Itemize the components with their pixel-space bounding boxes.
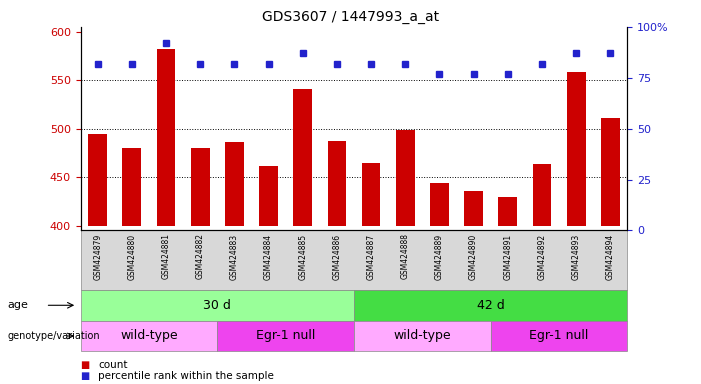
Text: ■: ■ xyxy=(81,360,90,370)
Text: GSM424894: GSM424894 xyxy=(606,233,615,280)
Text: GSM424891: GSM424891 xyxy=(503,233,512,280)
Bar xyxy=(225,142,244,225)
Text: Egr-1 null: Egr-1 null xyxy=(256,329,315,343)
Text: ■: ■ xyxy=(81,371,90,381)
Text: GSM424892: GSM424892 xyxy=(538,233,547,280)
Text: wild-type: wild-type xyxy=(120,329,178,343)
Text: GSM424887: GSM424887 xyxy=(367,233,376,280)
Text: GDS3607 / 1447993_a_at: GDS3607 / 1447993_a_at xyxy=(262,10,439,23)
Text: GSM424884: GSM424884 xyxy=(264,233,273,280)
Bar xyxy=(396,130,415,225)
Bar xyxy=(123,148,142,225)
Bar xyxy=(362,162,381,225)
Text: count: count xyxy=(98,360,128,370)
Text: Egr-1 null: Egr-1 null xyxy=(529,329,589,343)
Text: GSM424880: GSM424880 xyxy=(128,233,137,280)
Text: genotype/variation: genotype/variation xyxy=(7,331,100,341)
Text: age: age xyxy=(7,300,28,310)
Text: GSM424886: GSM424886 xyxy=(332,233,341,280)
Text: GSM424893: GSM424893 xyxy=(571,233,580,280)
Text: GSM424883: GSM424883 xyxy=(230,233,239,280)
Text: 30 d: 30 d xyxy=(203,299,231,312)
Bar xyxy=(601,118,620,225)
Text: GSM424881: GSM424881 xyxy=(161,233,170,280)
Bar xyxy=(566,73,585,225)
Text: percentile rank within the sample: percentile rank within the sample xyxy=(98,371,274,381)
Bar xyxy=(88,134,107,225)
Text: GSM424890: GSM424890 xyxy=(469,233,478,280)
Bar xyxy=(327,141,346,225)
Bar xyxy=(464,191,483,225)
Bar xyxy=(259,166,278,225)
Bar xyxy=(293,89,312,225)
Bar xyxy=(498,197,517,225)
Bar xyxy=(156,49,175,225)
Text: GSM424889: GSM424889 xyxy=(435,233,444,280)
Text: 42 d: 42 d xyxy=(477,299,505,312)
Bar xyxy=(533,164,552,225)
Text: GSM424879: GSM424879 xyxy=(93,233,102,280)
Text: GSM424885: GSM424885 xyxy=(298,233,307,280)
Text: GSM424888: GSM424888 xyxy=(401,233,410,280)
Bar xyxy=(430,183,449,225)
Text: wild-type: wild-type xyxy=(393,329,451,343)
Bar xyxy=(191,148,210,225)
Text: GSM424882: GSM424882 xyxy=(196,233,205,280)
